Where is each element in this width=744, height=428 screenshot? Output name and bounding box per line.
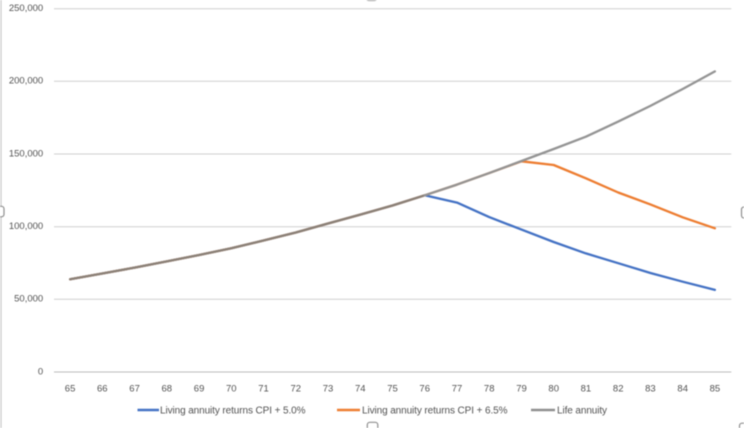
svg-text:80: 80 <box>548 384 559 395</box>
svg-text:70: 70 <box>226 384 237 395</box>
svg-text:79: 79 <box>516 384 527 395</box>
svg-text:73: 73 <box>323 384 334 395</box>
svg-text:72: 72 <box>291 384 302 395</box>
svg-text:250,000: 250,000 <box>9 3 43 14</box>
svg-text:Life annuity: Life annuity <box>557 406 607 417</box>
svg-text:Living annuity returns CPI + 6: Living annuity returns CPI + 6.5% <box>362 406 508 417</box>
svg-text:74: 74 <box>355 384 366 395</box>
svg-text:65: 65 <box>65 384 76 395</box>
svg-text:77: 77 <box>452 384 463 395</box>
svg-text:200,000: 200,000 <box>9 76 43 87</box>
svg-text:67: 67 <box>129 384 140 395</box>
svg-text:81: 81 <box>581 384 592 395</box>
svg-text:78: 78 <box>484 384 495 395</box>
svg-text:76: 76 <box>419 384 430 395</box>
svg-text:83: 83 <box>645 384 656 395</box>
svg-text:84: 84 <box>677 384 688 395</box>
svg-text:150,000: 150,000 <box>9 148 43 159</box>
svg-text:69: 69 <box>194 384 205 395</box>
svg-text:75: 75 <box>387 384 398 395</box>
svg-text:100,000: 100,000 <box>9 221 43 232</box>
svg-text:50,000: 50,000 <box>14 294 43 305</box>
svg-text:85: 85 <box>710 384 721 395</box>
svg-text:Living annuity returns CPI + 5: Living annuity returns CPI + 5.0% <box>160 406 306 417</box>
svg-text:71: 71 <box>258 384 269 395</box>
svg-text:82: 82 <box>613 384 624 395</box>
svg-text:66: 66 <box>97 384 108 395</box>
svg-text:68: 68 <box>162 384 173 395</box>
svg-text:0: 0 <box>38 366 43 377</box>
